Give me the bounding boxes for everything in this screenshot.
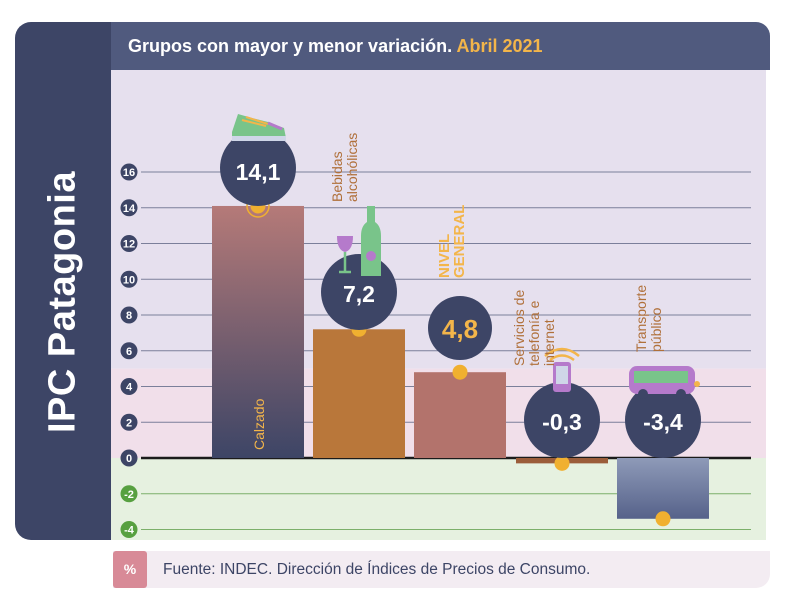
category-label: internet — [541, 319, 557, 366]
y-tick-label: 4 — [126, 382, 133, 394]
value-circle — [428, 296, 492, 360]
y-tick-badge — [120, 378, 138, 395]
category-label: Transporte — [633, 285, 649, 352]
y-tick-badge — [120, 306, 138, 324]
y-tick-label: 16 — [123, 167, 135, 179]
y-tick-label: -4 — [124, 525, 135, 537]
value-dot — [655, 511, 671, 527]
value-circle — [524, 382, 600, 458]
y-tick-badge — [120, 163, 138, 181]
value-label: -3,4 — [643, 409, 683, 435]
y-tick-badge — [120, 199, 138, 217]
category-label: Calzado — [251, 398, 267, 450]
y-tick-label: 12 — [123, 239, 135, 251]
header-title-line: Grupos con mayor y menor variación. Abri… — [128, 36, 543, 57]
y-tick-badge — [120, 270, 138, 288]
category-label: Servicios de — [511, 290, 527, 366]
y-tick-badge — [120, 413, 138, 431]
y-tick-label: 2 — [126, 417, 132, 429]
y-tick-label: -2 — [124, 489, 134, 501]
category-label: público — [648, 307, 664, 352]
bar-chart: 16 14 12 10 8 6 4 2 0 -2 -4 14,1 7,2 4,8 -0,3 -3,4 Calza… — [111, 70, 766, 540]
value-label: -0,3 — [542, 409, 582, 435]
value-label: 7,2 — [343, 281, 375, 307]
percent-badge: % — [113, 551, 147, 588]
value-circle — [625, 382, 701, 458]
source-note: Fuente: INDEC. Dirección de Índices de P… — [163, 561, 591, 578]
bar — [313, 329, 405, 458]
y-tick-badge — [120, 342, 138, 360]
bar — [414, 372, 506, 458]
value-circle — [220, 130, 296, 206]
y-tick-label: 6 — [126, 346, 132, 358]
value-dot — [554, 455, 570, 471]
value-label: 14,1 — [236, 159, 281, 185]
chart-area: 16 14 12 10 8 6 4 2 0 -2 -4 14,1 7,2 4,8 -0,3 -3,4 Calza… — [111, 70, 766, 540]
category-label: NIVEL — [436, 234, 453, 278]
bar — [617, 458, 709, 519]
category-label: telefonía e — [526, 300, 542, 366]
sneaker-icon — [232, 114, 286, 141]
header-bar: Grupos con mayor y menor variación. Abri… — [111, 22, 770, 70]
side-title: IPC Patagonia — [41, 171, 84, 433]
header-period: Abril 2021 — [456, 36, 543, 56]
category-label: GENERAL — [451, 205, 468, 278]
y-tick-badge — [120, 521, 138, 538]
y-tick-badge — [120, 485, 138, 503]
bus-icon — [629, 366, 700, 399]
y-tick-badge — [120, 235, 138, 252]
value-dot — [452, 364, 468, 380]
category-label: alcohólicas — [344, 133, 360, 202]
header-title: Grupos con mayor y menor variación. — [128, 36, 453, 56]
footer-bar — [113, 551, 770, 588]
y-tick-label: 0 — [126, 453, 132, 465]
bar — [212, 205, 304, 458]
value-label: 4,8 — [442, 314, 478, 344]
wine-bottle-glass-icon — [337, 206, 381, 276]
y-tick-label: 10 — [123, 274, 135, 286]
category-label: Bebidas — [329, 151, 345, 202]
mobile-phone-icon — [544, 347, 580, 392]
y-tick-label: 8 — [126, 310, 132, 322]
side-panel: IPC Patagonia — [15, 22, 111, 540]
y-tick-label: 14 — [123, 203, 136, 215]
y-tick-badge — [120, 449, 138, 467]
